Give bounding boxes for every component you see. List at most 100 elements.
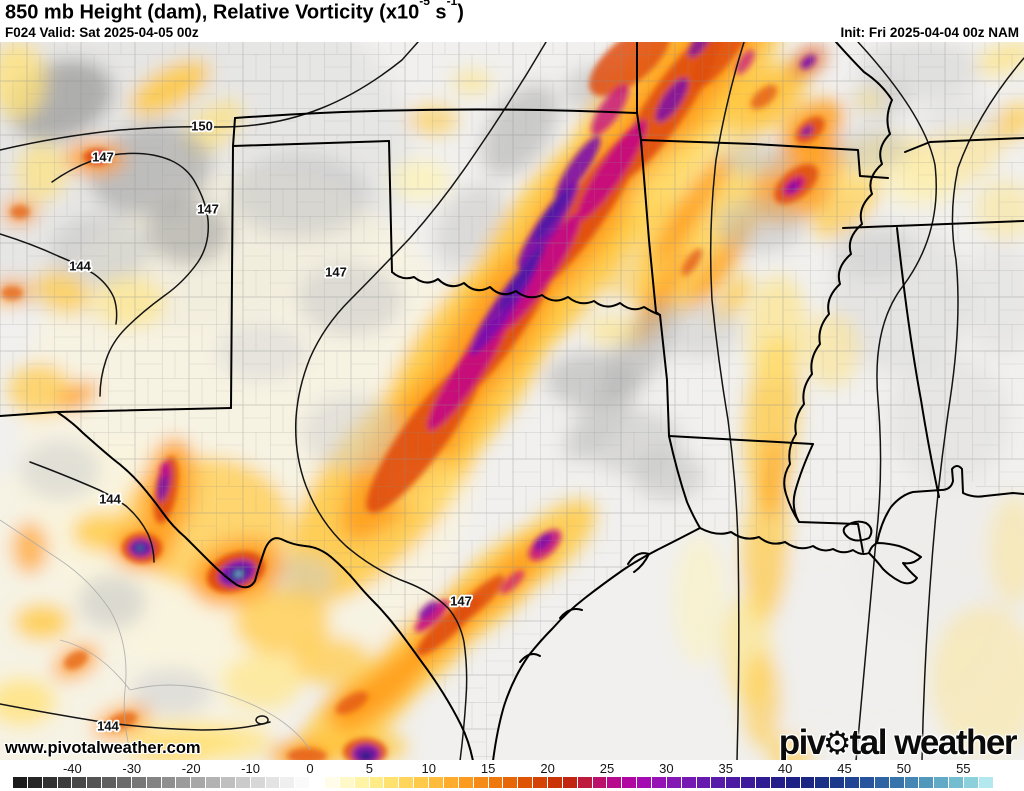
- colorbar-segment: [369, 777, 384, 788]
- colorbar-tick-label: -30: [122, 761, 142, 776]
- colorbar-segment: [27, 777, 42, 788]
- colorbar-segment: [934, 777, 949, 788]
- colorbar-tick-label: 45: [837, 761, 852, 776]
- contour-label: 144: [97, 718, 119, 733]
- colorbar-segment: [429, 777, 443, 788]
- colorbar-segment: [117, 777, 131, 788]
- mexico-borders-layer: [0, 519, 311, 751]
- colorbar-tick-label: 50: [896, 761, 912, 776]
- colorbar-tick-label: 25: [599, 761, 615, 776]
- colorbar-segment: [102, 777, 117, 788]
- colorbar-segment: [533, 777, 547, 788]
- colorbar-segment: [711, 777, 726, 788]
- colorbar-segment: [310, 777, 325, 788]
- colorbar-segment: [131, 777, 146, 788]
- colorbar-segment: [889, 777, 904, 788]
- colorbar-segment: [57, 777, 72, 788]
- colorbar-segment: [622, 777, 637, 788]
- colorbar-tick-label: -40: [62, 761, 82, 776]
- colorbar-segment: [949, 777, 963, 788]
- colorbar-tick-label: 55: [956, 761, 971, 776]
- colorbar-tick-label: 30: [659, 761, 674, 776]
- pivotal-weather-logo: piv⚙tal weather: [779, 724, 1018, 762]
- colorbar-tick-label: -20: [181, 761, 201, 776]
- colorbar-segment: [577, 777, 592, 788]
- colorbar-segment: [830, 777, 845, 788]
- colorbar-segment: [503, 777, 518, 788]
- colorbar-segment: [770, 777, 785, 788]
- colorbar-segment: [221, 777, 235, 788]
- colorbar-segment: [443, 777, 458, 788]
- colorbar-segment: [547, 777, 562, 788]
- colorbar-segment: [146, 777, 161, 788]
- map-canvas: 150 147 147 144 147 144 147 144 www.pivotalweat…: [0, 42, 1024, 760]
- colorbar-segment: [295, 777, 310, 788]
- map-header: 850 mb Height (dam), Relative Vorticity …: [0, 0, 1024, 42]
- height-contours-layer: [0, 42, 1024, 760]
- colorbar-segment: [13, 777, 27, 788]
- colorbar-segment: [265, 777, 280, 788]
- colorbar-segment: [87, 777, 102, 788]
- colorbar-segment: [206, 777, 221, 788]
- colorbar-tick-label: 5: [365, 761, 373, 776]
- colorbar-segment: [681, 777, 696, 788]
- colorbar-segment: [42, 777, 57, 788]
- page-title: 850 mb Height (dam), Relative Vorticity …: [5, 0, 464, 24]
- state-borders-layer: [0, 42, 1024, 760]
- colorbar-segment: [191, 777, 206, 788]
- gear-icon: ⚙: [822, 724, 852, 762]
- colorbar-segment: [874, 777, 889, 788]
- colorbar-segment: [964, 777, 978, 788]
- colorbar-tick-label: 40: [777, 761, 793, 776]
- contour-labels-layer: 150 147 147 144 147 144 147 144: [67, 117, 473, 736]
- colorbar-segment: [235, 777, 250, 788]
- colorbar-segment: [72, 777, 87, 788]
- colorbar-segment: [815, 777, 830, 788]
- colorbar-tick-label: 35: [718, 761, 733, 776]
- contour-label: 144: [99, 491, 121, 506]
- colorbar-segment: [651, 777, 666, 788]
- colorbar-segment: [607, 777, 622, 788]
- colorbar-segment: [161, 777, 176, 788]
- colorbar-tick-label: -10: [241, 761, 260, 776]
- colorbar-segment: [339, 777, 354, 788]
- colorbar-segment: [280, 777, 295, 788]
- colorbar-segment: [562, 777, 577, 788]
- colorbar: -40 -30 -20 -10 0 5 10 15 20 25 30 35 40 45 50 55: [0, 760, 1024, 791]
- colorbar-segment: [384, 777, 399, 788]
- colorbar-segment: [785, 777, 800, 788]
- contour-label: 147: [197, 201, 219, 216]
- valid-time-label: F024 Valid: Sat 2025-04-05 00z: [5, 25, 199, 40]
- contour-label: 144: [69, 258, 91, 273]
- contour-label: 147: [450, 593, 472, 608]
- colorbar-segment: [904, 777, 919, 788]
- colorbar-segment: [845, 777, 859, 788]
- colorbar-segment: [518, 777, 533, 788]
- colorbar-segment: [919, 777, 934, 788]
- colorbar-tick-label: 20: [540, 761, 555, 776]
- colorbar-tick-label: 0: [306, 761, 314, 776]
- colorbar-segment: [755, 777, 770, 788]
- colorbar-segment: [592, 777, 607, 788]
- colorbar-tick-label: 10: [421, 761, 436, 776]
- colorbar-segment: [414, 777, 429, 788]
- contour-label: 147: [325, 264, 347, 279]
- colorbar-segment: [741, 777, 755, 788]
- colorbar-segment: [637, 777, 651, 788]
- colorbar-segment: [696, 777, 711, 788]
- vorticity-map-svg: 150 147 147 144 147 144 147 144: [0, 42, 1024, 760]
- colorbar-segment: [978, 777, 993, 788]
- colorbar-tick-label: 15: [480, 761, 496, 776]
- colorbar-segment: [325, 777, 339, 788]
- contour-label: 150: [191, 118, 213, 133]
- colorbar-scale: [13, 777, 993, 788]
- contour-label: 147: [92, 149, 114, 164]
- colorbar-segment: [859, 777, 874, 788]
- colorbar-segment: [176, 777, 191, 788]
- colorbar-segment: [458, 777, 473, 788]
- colorbar-segment: [800, 777, 815, 788]
- colorbar-segment: [473, 777, 488, 788]
- colorbar-ticks: -40 -30 -20 -10 0 5 10 15 20 25 30 35 40 45 50 55: [13, 760, 993, 776]
- colorbar-segment: [354, 777, 369, 788]
